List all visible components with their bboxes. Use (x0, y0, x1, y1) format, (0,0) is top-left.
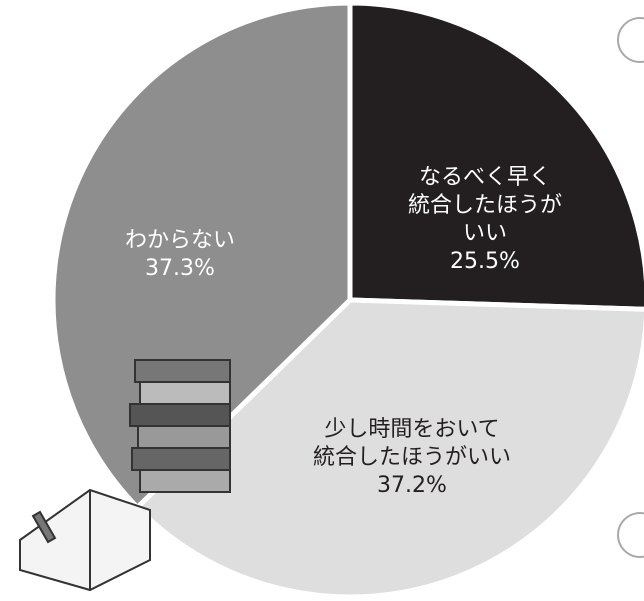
slice-category: わからない (124, 228, 236, 253)
pie-slice (347, 0, 644, 312)
pie-slice (50, 0, 353, 511)
slice-label: なるべく早く 統合したほうがいい 25.5% (406, 164, 565, 276)
pie-slice (133, 297, 644, 600)
slice-value: 37.2% (377, 473, 447, 498)
books-illustration (19, 359, 231, 592)
speech-bubble-icon (617, 17, 644, 558)
slice-category: なるべく早く 統合したほうがいい (407, 165, 562, 246)
slice-category: 少し時間をおいて 統合したほうがいい (312, 417, 512, 470)
slice-value: 37.3% (145, 256, 215, 281)
slice-value: 25.5% (450, 249, 520, 274)
slice-label: わからない 37.3% (125, 227, 235, 283)
slice-label: 少し時間をおいて 統合したほうがいい 37.2% (313, 416, 511, 500)
